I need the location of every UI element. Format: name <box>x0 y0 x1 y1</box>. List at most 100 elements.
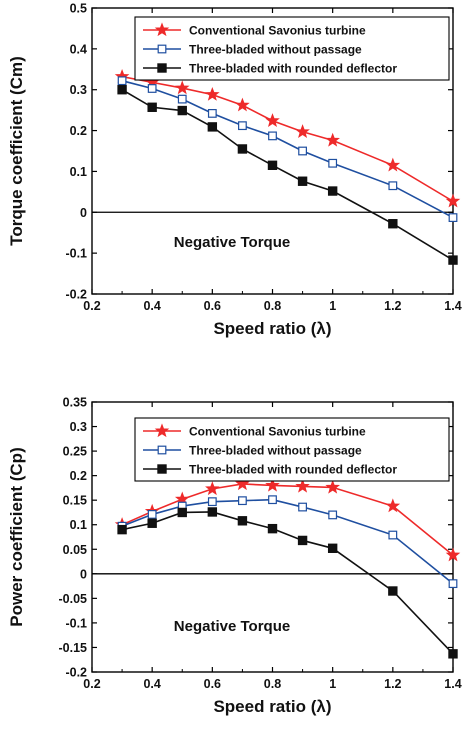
y-tick-label: 0.2 <box>70 124 87 138</box>
series-line <box>121 89 454 261</box>
series-line <box>121 483 454 556</box>
y-tick-label: 0 <box>80 206 87 220</box>
y-tick-label: -0.1 <box>65 616 87 630</box>
series-point <box>448 255 458 265</box>
legend-entry: Three-bladed without passage <box>189 444 362 458</box>
y-tick-label: 0.3 <box>70 83 87 97</box>
x-tick-label: 0.2 <box>83 299 100 313</box>
legend-marker <box>157 464 167 474</box>
x-tick-label: 1 <box>329 677 336 691</box>
series-point <box>207 497 217 507</box>
y-tick-label: 0.2 <box>70 469 87 483</box>
series-point <box>448 649 458 659</box>
series-point <box>147 102 157 112</box>
series-point <box>295 478 310 493</box>
y-tick-label: 0.5 <box>70 2 87 16</box>
series-point <box>117 85 127 95</box>
x-tick-label: 0.4 <box>143 677 160 691</box>
series-point <box>237 144 248 154</box>
series-point <box>327 186 338 196</box>
x-tick-label: 1.2 <box>384 299 401 313</box>
legend-marker <box>154 22 170 37</box>
series-point <box>205 481 220 496</box>
series-point <box>328 158 338 168</box>
series-point <box>388 530 398 540</box>
series-point <box>388 181 398 191</box>
torque-coefficient-chart: 0.2 0.4 0.6 0.8 1 1.2 1.4 -0.2 -0.1 0 0.1 0.2 0.3 0.4… <box>7 2 462 339</box>
series-point <box>177 94 187 104</box>
legend-marker <box>157 445 167 455</box>
x-tick-label: 0.6 <box>204 677 221 691</box>
series-point <box>295 124 310 138</box>
legend-entry: Three-bladed with rounded deflector <box>189 463 397 477</box>
y-tick-label: 0.25 <box>63 445 87 459</box>
series-1 <box>114 68 461 208</box>
negative-torque-annotation: Negative Torque <box>174 618 290 635</box>
series-point <box>238 496 247 506</box>
series-point <box>205 86 220 101</box>
power-coefficient-chart: 0.2 0.4 0.6 0.8 1 1.2 1.4 -0.2 -0.15 -0.1 -0.05 0 0.… <box>7 396 462 717</box>
legend-entry: Three-bladed without passage <box>189 43 362 57</box>
series-point <box>117 524 127 535</box>
series-point <box>298 502 307 512</box>
series-point <box>388 586 398 596</box>
y-tick-label: 0.4 <box>70 42 87 56</box>
series-point <box>207 507 218 517</box>
series-point <box>448 213 458 222</box>
series-point <box>177 507 187 518</box>
y-tick-label: -0.2 <box>65 288 87 302</box>
y-tick-label: -0.15 <box>59 641 88 655</box>
x-tick-label: 0.2 <box>83 677 100 691</box>
series-point <box>147 510 157 519</box>
legend-box <box>134 16 450 81</box>
legend-marker <box>157 44 167 54</box>
series-line <box>121 75 454 202</box>
series-point <box>177 105 187 116</box>
y-tick-label: 0.1 <box>70 518 87 532</box>
y-tick-label: -0.1 <box>65 247 87 261</box>
series-point <box>298 146 307 156</box>
y-tick-label: 0.15 <box>63 494 87 508</box>
series-point <box>388 219 398 229</box>
y-axis-label: Torque coefficient (Cm) <box>7 56 26 246</box>
series-point <box>238 121 247 131</box>
series-point <box>327 543 338 553</box>
legend-marker <box>157 63 167 73</box>
x-tick-label: 1.4 <box>444 677 461 691</box>
x-tick-label: 1.2 <box>384 677 401 691</box>
y-tick-label: 0.3 <box>70 420 87 434</box>
legend-marker <box>154 423 170 438</box>
series-point <box>445 547 461 562</box>
series-line <box>121 511 454 655</box>
series-3 <box>117 507 458 659</box>
series-2 <box>117 76 458 222</box>
x-tick-label: 1 <box>329 299 336 313</box>
y-axis-label: Power coefficient (Cp) <box>7 447 26 626</box>
series-point <box>445 193 461 208</box>
y-tick-label: 0.1 <box>70 165 87 179</box>
series-line <box>121 498 454 585</box>
legend-entry: Conventional Savonius turbine <box>189 24 366 38</box>
series-point <box>174 80 190 95</box>
series-point <box>267 160 278 171</box>
series-point <box>207 122 218 132</box>
series-point <box>297 176 308 186</box>
series-point <box>235 476 250 491</box>
series-point <box>385 498 401 513</box>
y-tick-label: 0.35 <box>63 396 87 410</box>
y-tick-label: 0 <box>80 567 87 581</box>
series-point <box>117 76 127 86</box>
series-line <box>121 79 454 219</box>
series-point <box>385 157 401 172</box>
series-point <box>147 84 157 93</box>
y-tick-label: -0.2 <box>65 666 87 680</box>
series-point <box>268 131 277 141</box>
legend-box <box>134 417 450 482</box>
series-3 <box>117 85 458 265</box>
series-point <box>268 495 277 505</box>
series-point <box>147 518 157 528</box>
legend-entry: Conventional Savonius turbine <box>189 425 366 439</box>
negative-torque-annotation: Negative Torque <box>174 234 290 251</box>
series-point <box>265 477 280 492</box>
series-point <box>237 516 248 526</box>
